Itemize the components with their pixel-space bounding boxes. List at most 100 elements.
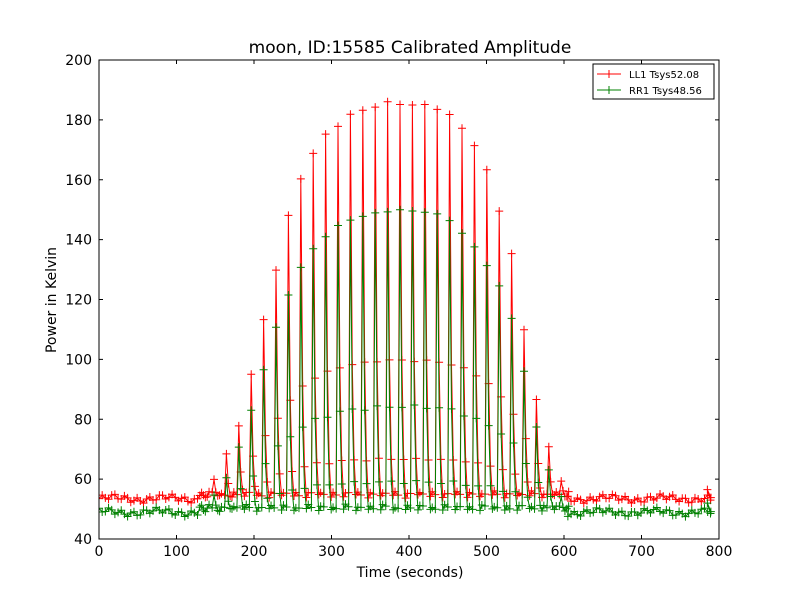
data-point	[488, 504, 497, 513]
data-point	[665, 492, 674, 501]
data-point	[126, 498, 135, 507]
data-point	[288, 467, 297, 476]
data-point	[300, 484, 309, 493]
data-point	[171, 493, 180, 502]
data-point	[259, 315, 268, 324]
data-point	[374, 454, 383, 463]
data-point	[681, 494, 690, 503]
data-point	[247, 370, 256, 379]
data-point	[461, 481, 470, 490]
data-point	[573, 510, 582, 519]
data-point	[249, 472, 258, 481]
data-point	[101, 493, 110, 502]
data-point	[433, 105, 442, 114]
x-tick-label: 100	[163, 544, 190, 560]
data-point	[671, 495, 680, 504]
data-point	[358, 212, 367, 221]
data-point	[472, 414, 481, 423]
data-point	[270, 503, 279, 512]
data-point	[592, 496, 601, 505]
data-point	[640, 497, 649, 506]
data-point	[624, 512, 633, 521]
data-point	[408, 207, 417, 216]
data-point	[694, 509, 703, 518]
data-point	[321, 232, 330, 241]
data-point	[595, 504, 604, 513]
data-point	[101, 507, 110, 516]
data-point	[385, 403, 394, 412]
data-point	[564, 487, 573, 496]
data-point	[126, 508, 135, 517]
data-point	[226, 504, 235, 513]
y-tick-label: 180	[65, 113, 92, 129]
data-point	[139, 499, 148, 508]
data-point	[582, 505, 591, 514]
data-point	[431, 505, 440, 514]
data-point	[703, 499, 712, 508]
data-point	[177, 508, 186, 517]
data-point	[325, 480, 334, 489]
data-point	[573, 493, 582, 502]
data-point	[261, 459, 270, 468]
data-point	[314, 506, 323, 515]
data-point	[438, 506, 447, 515]
data-point	[257, 503, 266, 512]
data-point	[614, 508, 623, 517]
data-point	[507, 249, 516, 258]
data-point	[486, 462, 495, 471]
data-point	[523, 477, 532, 486]
data-point	[468, 505, 477, 514]
data-point	[675, 497, 684, 506]
data-point	[220, 491, 229, 500]
data-point	[220, 503, 229, 512]
data-point	[532, 422, 541, 431]
data-point	[445, 216, 454, 225]
data-point	[544, 442, 553, 451]
data-point	[652, 503, 661, 512]
data-point	[394, 504, 403, 513]
data-point	[396, 100, 405, 109]
data-point	[659, 492, 668, 501]
data-point	[104, 503, 113, 512]
data-point	[337, 479, 346, 488]
data-point	[630, 495, 639, 504]
y-tick-label: 40	[74, 532, 92, 548]
data-point	[133, 511, 142, 520]
data-point	[381, 502, 390, 511]
data-point	[412, 476, 421, 485]
data-point	[406, 504, 415, 513]
data-point	[323, 413, 332, 422]
data-point	[480, 502, 489, 511]
data-point	[247, 406, 256, 415]
data-point	[630, 508, 639, 517]
data-point	[700, 504, 709, 513]
data-point	[617, 507, 626, 516]
data-point	[605, 494, 614, 503]
y-tick-label: 160	[65, 173, 92, 189]
data-point	[418, 502, 427, 511]
data-point	[422, 404, 431, 413]
data-point	[187, 498, 196, 507]
data-point	[161, 505, 170, 514]
legend-marker	[605, 70, 613, 78]
data-point	[447, 404, 456, 413]
data-point	[611, 491, 620, 500]
data-point	[586, 509, 595, 518]
data-point	[436, 479, 445, 488]
data-point	[557, 492, 566, 501]
data-point	[521, 459, 530, 468]
data-point	[348, 404, 357, 413]
data-point	[327, 493, 336, 502]
data-point	[621, 492, 630, 501]
data-point	[99, 504, 103, 513]
data-point	[697, 497, 706, 506]
x-tick-label: 800	[706, 544, 733, 560]
data-point	[399, 455, 408, 464]
data-point	[706, 509, 715, 518]
series-rr1	[99, 205, 715, 521]
data-point	[164, 505, 173, 514]
data-point	[555, 502, 564, 511]
data-point	[183, 510, 192, 519]
series-markers	[99, 97, 715, 508]
